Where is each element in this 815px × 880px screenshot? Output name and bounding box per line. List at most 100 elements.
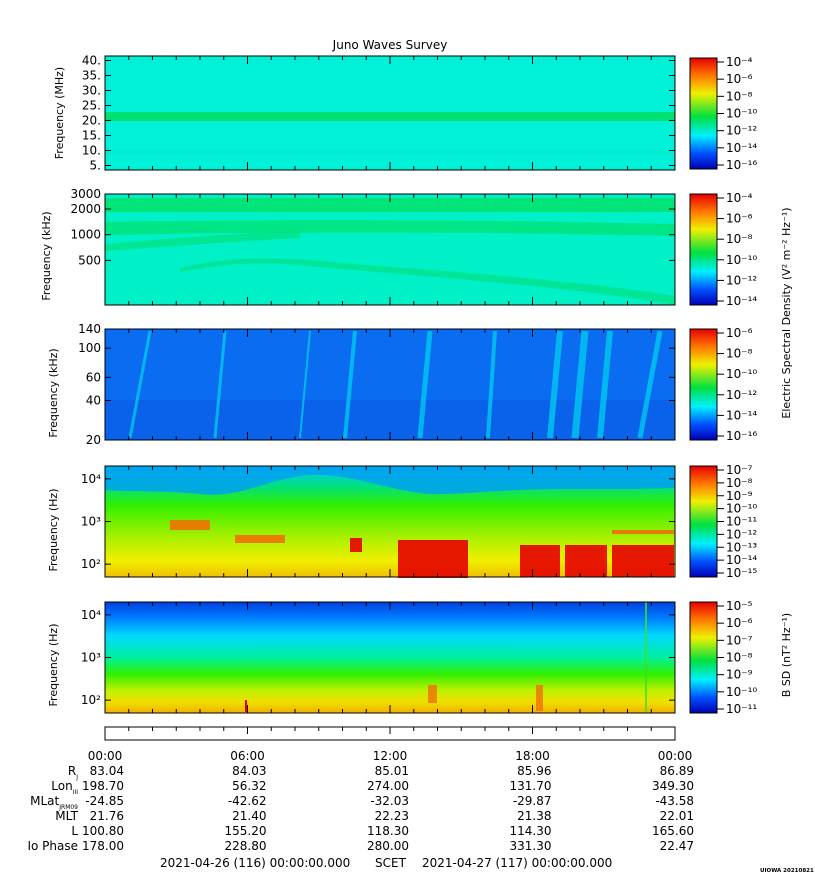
colorbar-tick-label: 10⁻⁸ xyxy=(726,347,753,361)
ephem-row-label: Io Phase xyxy=(27,839,78,853)
ephem-value: 118.30 xyxy=(367,824,409,838)
y-tick-label: 10⁴ xyxy=(81,472,101,486)
streak xyxy=(128,330,152,439)
colorbar-tick-label: 10⁻¹² xyxy=(726,273,757,287)
colorbar-tick-label: 10⁻⁷ xyxy=(726,633,753,647)
ephem-value: 84.03 xyxy=(232,764,266,778)
y-tick-label: 2000 xyxy=(70,202,101,216)
colorbar-tick-label: 10⁻⁷ xyxy=(726,463,753,477)
ephem-value: 131.70 xyxy=(510,779,552,793)
streak xyxy=(637,330,663,439)
panel-hfr-high: Frequency (MHz) 5.10.15.20.25.30.35.40. … xyxy=(53,54,757,173)
colorbar-tick-label: 10⁻⁸ xyxy=(726,232,753,246)
time-axis: 00:00 06:00 12:00 18:00 00:00 xyxy=(88,726,693,763)
colorbar-tick-label: 10⁻¹² xyxy=(726,527,757,541)
colorbar-tick-label: 10⁻¹⁰ xyxy=(726,502,757,516)
streak xyxy=(213,330,227,439)
emission-band-21mhz xyxy=(105,112,675,121)
time-tick-label: 12:00 xyxy=(373,749,408,763)
ephem-value: 280.00 xyxy=(367,839,409,853)
colorbar-tick-label: 10⁻⁸ xyxy=(726,89,753,103)
colorbar-tick-label: 10⁻¹⁰ xyxy=(726,107,757,121)
ylabel-1: Frequency (MHz) xyxy=(53,67,66,159)
y-tick-label: 25. xyxy=(82,99,101,113)
time-tick-label: 18:00 xyxy=(515,749,550,763)
ephemeris-table: RJ 83.04 84.03 85.01 85.96 86.89 LonIII 198.70 5… xyxy=(27,764,694,853)
streak xyxy=(547,330,563,439)
colorbar-5: 10⁻⁵ 10⁻⁶ 10⁻⁷ 10⁻⁸ 10⁻⁹ 10⁻¹⁰ 10⁻¹¹ xyxy=(689,599,757,716)
faint-band xyxy=(105,150,675,154)
ylabel-4: Frequency (Hz) xyxy=(47,489,60,572)
colorbar-tick-label: 10⁻¹² xyxy=(726,124,757,138)
ephem-value: 21.38 xyxy=(517,809,551,823)
y-tick-label: 20. xyxy=(82,114,101,128)
colorbar-tick-label: 10⁻¹² xyxy=(726,388,757,402)
footer-scet: SCET xyxy=(375,856,407,870)
ephem-value: 114.30 xyxy=(510,824,552,838)
ephem-value: -32.03 xyxy=(370,794,409,808)
ephem-value: 22.23 xyxy=(375,809,409,823)
colorbar-tick-label: 10⁻¹³ xyxy=(726,540,757,554)
y-ticks-5: 10⁴ 10³ 10² xyxy=(81,602,676,713)
colorbar-tick-label: 10⁻⁸ xyxy=(726,476,753,490)
y-tick-label: 30. xyxy=(82,84,101,98)
vertical-line xyxy=(645,602,647,713)
colorbar-1: 10⁻⁴ 10⁻⁶ 10⁻⁸ 10⁻¹⁰ 10⁻¹² 10⁻¹⁴ 10⁻¹⁶ xyxy=(689,55,757,172)
ephem-value: 274.00 xyxy=(367,779,409,793)
colorbar-tick-label: 10⁻¹⁰ xyxy=(726,685,757,699)
ephem-value: 198.70 xyxy=(82,779,124,793)
ephem-value: -43.58 xyxy=(655,794,694,808)
ylabel-3: Frequency (kHz) xyxy=(47,348,60,437)
y-tick-label: 35. xyxy=(82,69,101,83)
ephem-value: 21.76 xyxy=(90,809,124,823)
colorbar-3: 10⁻⁶ 10⁻⁸ 10⁻¹⁰ 10⁻¹² 10⁻¹⁴ 10⁻¹⁶ xyxy=(689,326,757,443)
colorbar-tick-label: 10⁻⁴ xyxy=(726,55,753,69)
colorbar-tick-label: 10⁻¹⁰ xyxy=(726,367,757,381)
y-tick-label: 40 xyxy=(86,393,101,407)
burst-streaks xyxy=(128,330,663,439)
ephem-value: -24.85 xyxy=(85,794,124,808)
ephem-row-label: RJ xyxy=(68,764,78,781)
streak xyxy=(486,330,497,439)
burst-a xyxy=(428,685,437,703)
burst xyxy=(235,535,285,543)
y-tick-label: 10² xyxy=(81,693,101,707)
colorbar-tick-label: 10⁻⁵ xyxy=(726,599,753,613)
burst xyxy=(520,545,560,577)
spectrogram-5 xyxy=(105,602,675,713)
burst xyxy=(612,545,674,577)
y-tick-label: 1000 xyxy=(70,228,101,242)
streak xyxy=(343,330,357,439)
streak xyxy=(597,330,613,439)
time-tick-label: 00:00 xyxy=(658,749,693,763)
colorbar-tick-label: 10⁻¹⁰ xyxy=(726,253,757,267)
colorbar-tick-label: 10⁻⁸ xyxy=(726,651,753,665)
ephem-value: 21.40 xyxy=(232,809,266,823)
ephem-value: -42.62 xyxy=(228,794,267,808)
y-tick-label: 60 xyxy=(86,370,101,384)
ephem-value: 228.80 xyxy=(225,839,267,853)
ephem-value: 56.32 xyxy=(232,779,266,793)
colorbar-tick-label: 10⁻¹¹ xyxy=(726,515,757,529)
burst xyxy=(350,538,362,552)
burst xyxy=(170,520,210,530)
electric-colorbar-label: Electric Spectral Density (V² m⁻² Hz⁻¹) xyxy=(780,207,793,418)
colorbar-tick-label: 10⁻¹⁶ xyxy=(726,158,757,172)
burst xyxy=(612,530,674,534)
burst xyxy=(398,540,428,578)
y-tick-label: 10. xyxy=(82,144,101,158)
colorbar-tick-label: 10⁻⁹ xyxy=(726,489,753,503)
ephem-value: 22.47 xyxy=(660,839,694,853)
streak xyxy=(417,330,433,439)
y-tick-label: 10³ xyxy=(81,651,101,665)
y-tick-label: 10⁴ xyxy=(81,608,101,622)
streak xyxy=(571,330,589,439)
drifting-emission xyxy=(180,258,675,305)
colorbar-tick-label: 10⁻¹⁶ xyxy=(726,429,757,443)
